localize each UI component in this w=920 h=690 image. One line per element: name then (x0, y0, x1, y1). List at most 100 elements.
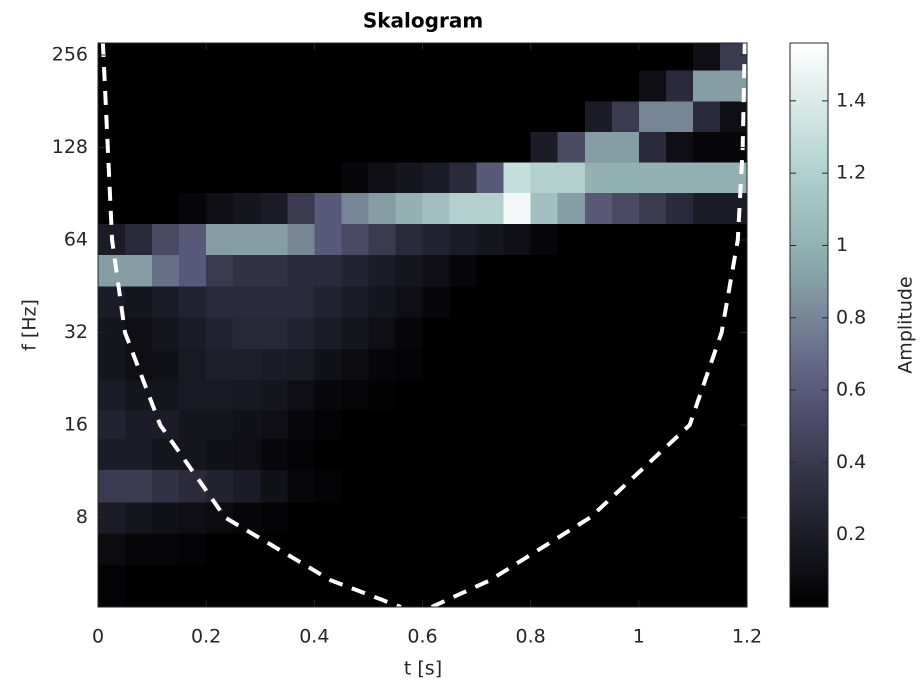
heatmap-cell (341, 70, 370, 102)
heatmap-cell (530, 564, 559, 607)
heatmap-cell (503, 101, 532, 133)
heatmap-cell (557, 564, 586, 607)
heatmap-cell (638, 255, 667, 288)
heatmap-cell (98, 564, 126, 607)
heatmap-cell (206, 470, 234, 504)
heatmap-cell (395, 255, 424, 288)
heatmap-cell (314, 193, 342, 225)
heatmap-cell (233, 162, 261, 194)
heatmap-cell (152, 101, 180, 133)
heatmap-cell (233, 502, 261, 535)
heatmap-cell (314, 410, 342, 440)
heatmap-cell (611, 410, 640, 440)
x-tick-label: 1 (633, 626, 645, 648)
heatmap-cell (638, 438, 667, 471)
heatmap-cell (557, 193, 586, 225)
heatmap-cell (530, 348, 559, 381)
heatmap-cell (503, 438, 532, 471)
heatmap-cell (341, 224, 370, 256)
heatmap-cell (395, 470, 424, 504)
heatmap-cell (692, 564, 721, 607)
heatmap-cell (98, 348, 126, 381)
heatmap-cell (341, 410, 370, 440)
heatmap-cell (341, 255, 370, 288)
heatmap-cell (692, 70, 721, 102)
x-axis-label: t [s] (404, 658, 442, 680)
heatmap-cell (557, 101, 586, 133)
heatmap-cell (395, 286, 424, 319)
heatmap-cell (206, 438, 234, 471)
heatmap-cell (206, 564, 234, 607)
heatmap-cell (287, 533, 315, 566)
heatmap-cell (665, 502, 694, 535)
heatmap-cell (395, 438, 424, 471)
heatmap-cell (449, 380, 478, 411)
heatmap-cell (557, 224, 586, 256)
heatmap-cell (665, 43, 694, 72)
heatmap-cell (692, 470, 721, 504)
heatmap-cell (395, 70, 424, 102)
heatmap-cell (611, 533, 640, 566)
heatmap-cell (368, 410, 397, 440)
heatmap-cell (287, 470, 315, 504)
heatmap-cell (503, 193, 532, 225)
heatmap-cell (638, 564, 667, 607)
heatmap-cell (584, 317, 613, 350)
heatmap-cell (476, 348, 505, 381)
heatmap-cell (395, 410, 424, 440)
heatmap-cell (152, 162, 180, 194)
heatmap-cell (422, 132, 451, 164)
heatmap-cell (287, 70, 315, 102)
heatmap-cell (665, 348, 694, 381)
heatmap-cell (368, 380, 397, 411)
heatmap-cell (692, 533, 721, 566)
heatmap-cell (611, 438, 640, 471)
heatmap-cell (125, 224, 153, 256)
heatmap-cell (611, 162, 640, 194)
heatmap-cell (422, 533, 451, 566)
heatmap-cell (503, 162, 532, 194)
y-tick-label: 16 (64, 413, 88, 435)
heatmap-cell (530, 438, 559, 471)
heatmap-cell (152, 317, 180, 350)
heatmap-cell (557, 533, 586, 566)
heatmap-cell (341, 162, 370, 194)
heatmap-cell (476, 132, 505, 164)
heatmap-cell (314, 70, 342, 102)
heatmap-cell (665, 286, 694, 319)
heatmap-cell (692, 502, 721, 535)
heatmap-cell (395, 317, 424, 350)
heatmap-cell (179, 70, 207, 102)
heatmap-cell (557, 502, 586, 535)
heatmap-cell (476, 380, 505, 411)
heatmap-cell (368, 132, 397, 164)
heatmap-cell (449, 533, 478, 566)
heatmap-cell (206, 193, 234, 225)
heatmap-cell (422, 438, 451, 471)
heatmap-cell (449, 438, 478, 471)
heatmap-cell (368, 193, 397, 225)
heatmap-cell (233, 348, 261, 381)
heatmap-cell (152, 380, 180, 411)
heatmap-cell (368, 101, 397, 133)
heatmap-cell (422, 43, 451, 72)
heatmap-cell (611, 224, 640, 256)
heatmap-cell (341, 502, 370, 535)
heatmap-cell (125, 162, 153, 194)
heatmap-cell (692, 43, 721, 72)
heatmap-cell (557, 348, 586, 381)
heatmap-cell (179, 380, 207, 411)
heatmap-cell (368, 286, 397, 319)
heatmap-cell (260, 193, 288, 225)
heatmap-cell (287, 502, 315, 535)
heatmap-cell (368, 502, 397, 535)
heatmap-cell (233, 410, 261, 440)
heatmap-cell (341, 380, 370, 411)
heatmap-cell (692, 132, 721, 164)
heatmap-cell (260, 286, 288, 319)
heatmap-cell (314, 438, 342, 471)
heatmap-cell (449, 224, 478, 256)
heatmap-cell (314, 101, 342, 133)
colorbar-label: Amplitude (895, 276, 917, 373)
